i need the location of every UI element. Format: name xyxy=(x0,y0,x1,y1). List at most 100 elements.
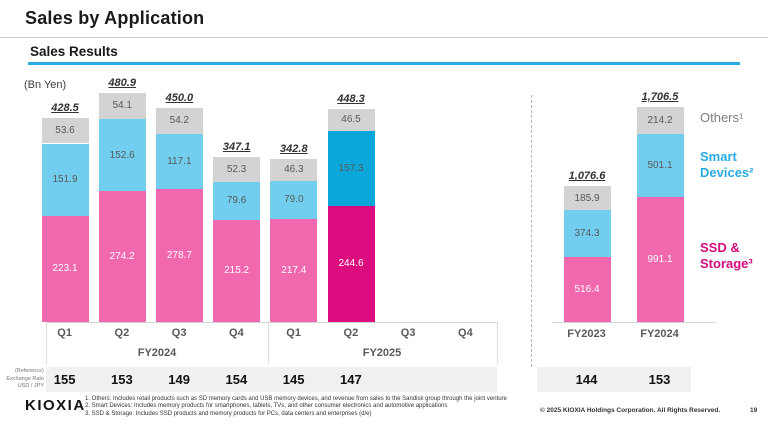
bar-segment-ssd_storage: 278.7 xyxy=(155,189,203,322)
bar-segment-smart_devices: 157.3 xyxy=(327,130,375,206)
bar-segment-others: 54.2 xyxy=(155,107,203,134)
title-divider xyxy=(0,37,768,38)
segment-value: 54.1 xyxy=(112,100,132,112)
bar-segment-others: 52.3 xyxy=(213,156,261,182)
segment-value: 152.6 xyxy=(109,149,135,161)
legend-ssd-storage: SSD & Storage³ xyxy=(700,240,753,271)
bar-total-label: 347.1 xyxy=(222,140,251,153)
annual-axis-labels: FY2023 FY2024 xyxy=(550,328,696,340)
bar-segment-others: 53.6 xyxy=(41,117,89,144)
kioxia-logo: KIOXIA xyxy=(25,397,86,414)
axis-separator xyxy=(497,322,498,364)
footnote: 2. Smart Devices: Includes memory produc… xyxy=(85,403,448,410)
quarterly-annual-divider xyxy=(531,95,532,367)
exchange-rate-band-annual xyxy=(537,367,691,392)
bar-segment-others: 46.3 xyxy=(270,158,318,181)
bar-segment-ssd_storage: 215.2 xyxy=(213,219,261,322)
bar-total-label: 428.5 xyxy=(51,101,79,114)
segment-value: 215.2 xyxy=(224,265,250,277)
footnote: 1. Others: Includes retail products such… xyxy=(85,396,507,402)
bar-total-label: 1,706.5 xyxy=(641,90,679,103)
segment-value: 223.1 xyxy=(52,263,78,275)
axis-label-quarter: Q3 xyxy=(171,327,187,339)
bar-segment-smart_devices: 117.1 xyxy=(155,133,203,190)
fy2024-group-label: FY2024 xyxy=(137,347,177,359)
exchange-rate-label-line: (Reference) xyxy=(14,368,44,374)
axis-label-quarter: Q1 xyxy=(286,327,301,339)
axis-separator xyxy=(46,322,47,364)
exchange-rate-label-line: Exchange Rate xyxy=(6,375,44,382)
segment-value: 991.1 xyxy=(647,254,673,266)
segment-value: 157.3 xyxy=(338,162,364,174)
bar-total-label: 450.0 xyxy=(165,91,194,104)
axis-separator xyxy=(268,322,269,364)
bar-total-label: 448.3 xyxy=(337,92,365,105)
bar-total-label: 342.8 xyxy=(280,142,308,155)
exchange-rate-values-quarterly: 155 153 149 154 145 147 xyxy=(36,367,494,392)
exchange-rate-value: 144 xyxy=(575,372,598,387)
section-underline xyxy=(28,62,740,65)
exchange-rate-value: 147 xyxy=(340,372,362,387)
bar-segment-others: 54.1 xyxy=(98,93,146,119)
segment-value: 46.5 xyxy=(341,114,361,126)
segment-value: 217.4 xyxy=(281,264,307,276)
page-number: 19 xyxy=(750,407,758,414)
exchange-rate-label-line: USD / JPY xyxy=(17,383,44,389)
bar-total-label: 480.9 xyxy=(108,77,136,90)
exchange-rate-value: 154 xyxy=(225,372,248,387)
bar-segment-smart_devices: 501.1 xyxy=(636,133,684,198)
annual-axis-line xyxy=(552,322,715,323)
copyright-text: © 2025 KIOXIA Holdings Corporation. All … xyxy=(540,407,721,414)
bar-segment-ssd_storage: 217.4 xyxy=(270,218,318,322)
segment-value: 117.1 xyxy=(167,155,192,167)
segment-value: 54.2 xyxy=(169,115,190,127)
axis-label-quarter: Q4 xyxy=(458,327,473,339)
exchange-rate-label: (Reference) Exchange Rate USD / JPY xyxy=(0,368,44,391)
segment-value: 151.9 xyxy=(52,174,78,186)
segment-value: 79.6 xyxy=(226,195,247,207)
exchange-rate-value xyxy=(437,367,494,392)
exchange-rate-value: 153 xyxy=(648,372,671,387)
segment-value: 79.0 xyxy=(284,194,304,206)
segment-value: 374.3 xyxy=(574,227,600,239)
exchange-rate-band-quarterly xyxy=(46,367,497,392)
bar-total-label: 1,076.6 xyxy=(568,170,606,183)
exchange-rate-value: 153 xyxy=(111,372,133,387)
segment-value: 501.1 xyxy=(647,160,673,172)
axis-label-fiscal-year: FY2024 xyxy=(640,328,679,340)
axis-label-quarter: Q3 xyxy=(400,327,416,339)
bar-segment-smart_devices: 79.0 xyxy=(270,180,318,219)
bar-segment-ssd_storage: 244.6 xyxy=(327,205,375,322)
unit-label: (Bn Yen) xyxy=(24,79,67,91)
bar-segment-others: 46.5 xyxy=(327,108,375,131)
axis-label-quarter: Q2 xyxy=(343,327,359,339)
axis-label-quarter: Q2 xyxy=(114,327,130,339)
fy2025-group-label: FY2025 xyxy=(362,347,402,359)
bar-segment-smart_devices: 374.3 xyxy=(563,209,611,257)
segment-value: 53.6 xyxy=(55,125,75,137)
legend-others: Others¹ xyxy=(700,110,744,125)
segment-value: 244.6 xyxy=(338,258,364,270)
axis-label-fiscal-year: FY2023 xyxy=(567,328,606,340)
exchange-rate-value xyxy=(380,367,437,392)
bar-segment-ssd_storage: 991.1 xyxy=(636,197,684,322)
quarter-axis-labels: Q1 Q2 Q3 Q4 Q1 Q2 Q3 Q4 xyxy=(36,322,494,344)
axis-label-quarter: Q4 xyxy=(229,327,244,339)
exchange-rate-values-annual: 144 153 xyxy=(550,367,696,392)
page-title: Sales by Application xyxy=(25,8,205,28)
bar-segment-others: 185.9 xyxy=(563,186,611,210)
exchange-rate-value: 149 xyxy=(168,372,190,387)
axis-label-quarter: Q1 xyxy=(57,327,72,339)
legend-smart-devices: Smart Devices² xyxy=(700,149,754,180)
bar-segment-ssd_storage: 516.4 xyxy=(563,256,611,322)
section-title: Sales Results xyxy=(30,44,118,59)
bar-segment-smart_devices: 151.9 xyxy=(41,143,89,216)
bar-segment-smart_devices: 152.6 xyxy=(98,118,146,192)
segment-value: 52.3 xyxy=(226,163,247,175)
exchange-rate-value: 155 xyxy=(53,372,76,387)
quarterly-axis-line xyxy=(46,322,497,323)
bar-segment-others: 214.2 xyxy=(636,106,684,134)
segment-value: 214.2 xyxy=(647,114,673,126)
